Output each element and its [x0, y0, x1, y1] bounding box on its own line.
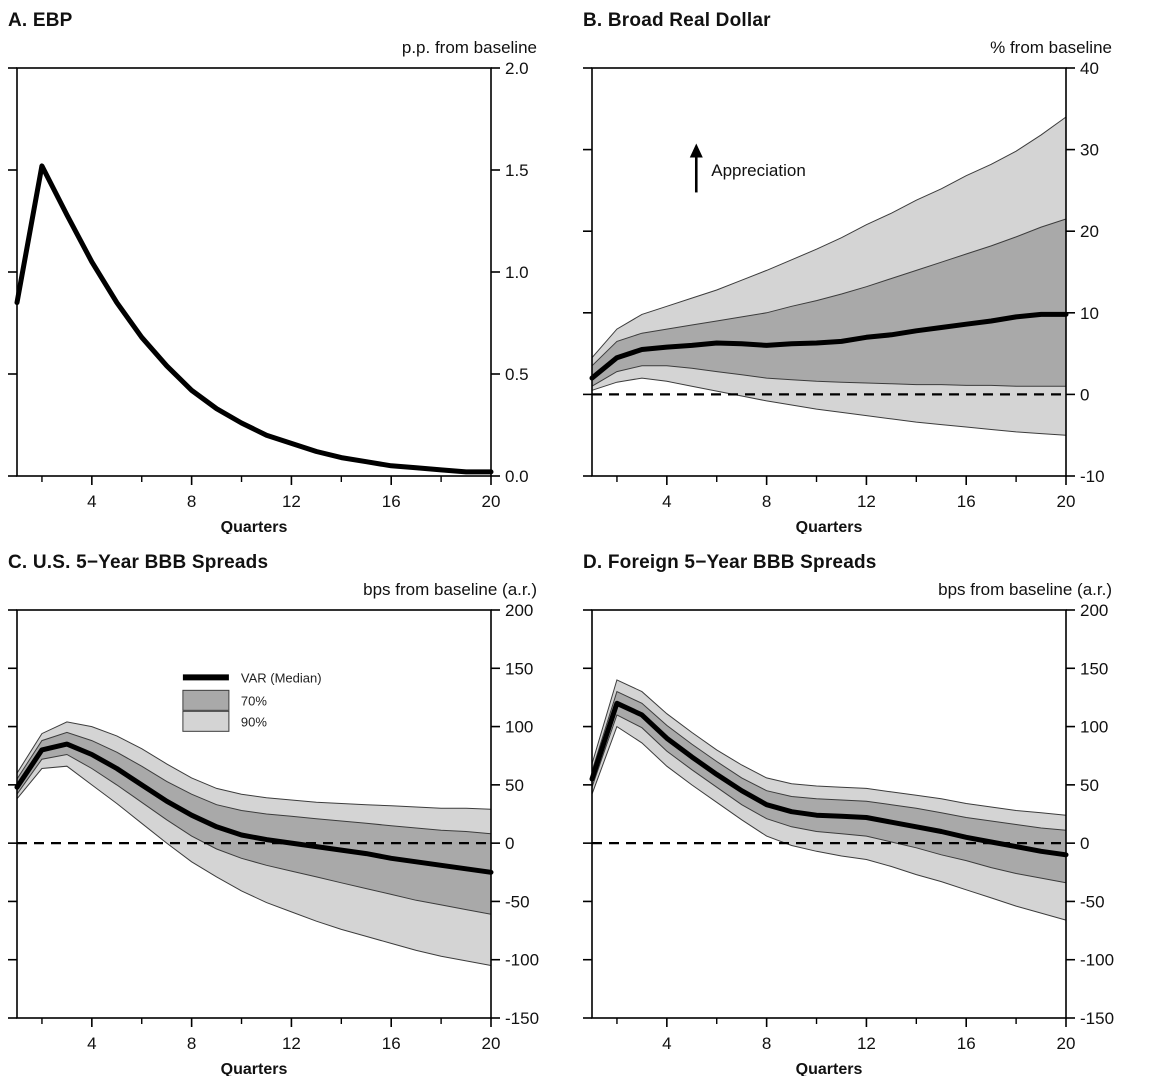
panel-a-title: A. EBP: [8, 10, 73, 31]
plot-frame: [591, 609, 1067, 1019]
band90-upper-edge: [591, 116, 1067, 359]
legend-90-swatch: [182, 710, 230, 732]
y-tick-label: 100: [1080, 718, 1108, 737]
x-axis-title: Quarters: [221, 519, 288, 534]
x-tick-label: 20: [482, 1034, 501, 1053]
legend-median-label: VAR (Median): [241, 670, 322, 685]
chart-c-us-bbb-spreads: 4 8 12 16 20-150 -100 -50 0 50 100 150 200 Quarters V…: [8, 604, 539, 1076]
band70-upper-edge: [591, 690, 1067, 831]
panel-b-title: B. Broad Real Dollar: [583, 10, 771, 31]
legend-70-label: 70%: [241, 693, 267, 708]
x-tick-label: 16: [382, 1034, 401, 1053]
x-tick-label: 16: [957, 492, 976, 511]
band70-lower-edge: [16, 753, 492, 915]
y-tick-label: 50: [505, 776, 524, 795]
y-tick-label: 0: [1080, 385, 1089, 404]
y-tick-label: 50: [1080, 776, 1099, 795]
y-tick-label: -10: [1080, 467, 1105, 486]
plot-frame: [591, 67, 1067, 477]
band70-lower-edge: [591, 714, 1067, 884]
panel-d-title: D. Foreign 5−Year BBB Spreads: [583, 552, 877, 573]
y-tick-label: 10: [1080, 304, 1099, 323]
y-tick-label: 200: [505, 604, 533, 620]
y-tick-label: -150: [1080, 1009, 1114, 1028]
x-tick-label: 8: [762, 1034, 771, 1053]
y-tick-label: 100: [505, 718, 533, 737]
band90-lower-edge: [16, 765, 492, 966]
x-tick-label: 20: [1057, 1034, 1076, 1053]
panel-a-ebp: A. EBP p.p. from baseline 4 8 12 16 20 0.0 0.5…: [0, 0, 575, 542]
x-tick-label: 12: [282, 1034, 301, 1053]
median-line: [589, 700, 1069, 858]
legend-70-swatch: [182, 689, 230, 711]
x-tick-label: 12: [857, 492, 876, 511]
panel-b-unit-label: % from baseline: [990, 38, 1112, 57]
y-tick-label: 20: [1080, 222, 1099, 241]
x-tick-label: 20: [1057, 492, 1076, 511]
y-tick-label: 200: [1080, 604, 1108, 620]
x-tick-label: 8: [187, 492, 196, 511]
x-tick-label: 8: [187, 1034, 196, 1053]
x-axis-title: Quarters: [796, 1061, 863, 1076]
y-tick-label: 1.0: [505, 263, 529, 282]
y-tick-label: 2.0: [505, 62, 529, 78]
x-tick-label: 16: [382, 492, 401, 511]
plot-frame: [16, 67, 492, 477]
x-tick-label: 4: [662, 492, 671, 511]
x-tick-label: 16: [957, 1034, 976, 1053]
band90-upper-edge: [16, 721, 492, 810]
y-tick-label: 0.0: [505, 467, 529, 486]
chart-d-foreign-bbb-spreads: 4 8 12 16 20-150 -100 -50 0 50 100 150 200 Quarters: [583, 604, 1114, 1076]
legend-90-label: 90%: [241, 714, 267, 729]
plot-frame: [16, 609, 492, 1019]
x-tick-label: 8: [762, 492, 771, 511]
band70-upper-edge: [591, 218, 1067, 367]
x-tick-label: 4: [662, 1034, 671, 1053]
median-line: [589, 311, 1069, 381]
appreciation-label: Appreciation: [711, 161, 806, 180]
x-axis-title: Quarters: [796, 519, 863, 534]
panel-d-unit-label: bps from baseline (a.r.): [938, 580, 1112, 599]
y-tick-label: 40: [1080, 62, 1099, 78]
y-tick-label: 1.5: [505, 161, 529, 180]
panel-c-us-bbb-spreads: C. U.S. 5−Year BBB Spreads bps from base…: [0, 542, 575, 1084]
median-line: [14, 163, 494, 475]
panel-b-broad-real-dollar: B. Broad Real Dollar % from baseline 4 8 1…: [575, 0, 1150, 542]
x-tick-label: 12: [857, 1034, 876, 1053]
y-tick-label: 150: [1080, 659, 1108, 678]
appreciation-arrow-head: [689, 143, 703, 158]
band90-lower-edge: [591, 377, 1067, 436]
x-tick-label: 20: [482, 492, 501, 511]
chart-a-ebp: 4 8 12 16 200.0 0.5 1.0 1.5 2.0 Quarters: [8, 62, 529, 534]
y-tick-label: 0: [505, 834, 514, 853]
y-tick-label: -100: [505, 951, 539, 970]
panel-c-title: C. U.S. 5−Year BBB Spreads: [8, 552, 269, 573]
band70-lower-edge: [591, 365, 1066, 387]
band70-upper-edge: [16, 731, 492, 835]
x-tick-label: 4: [87, 1034, 96, 1053]
x-axis-title: Quarters: [221, 1061, 288, 1076]
panel-c-unit-label: bps from baseline (a.r.): [363, 580, 537, 599]
x-tick-label: 12: [282, 492, 301, 511]
y-tick-label: -150: [505, 1009, 539, 1028]
x-tick-label: 4: [87, 492, 96, 511]
panel-a-unit-label: p.p. from baseline: [401, 38, 537, 57]
y-tick-label: 0.5: [505, 365, 529, 384]
band90-lower-edge: [591, 725, 1067, 921]
y-tick-label: 30: [1080, 141, 1099, 160]
y-tick-label: 150: [505, 659, 533, 678]
y-tick-label: 0: [1080, 834, 1089, 853]
median-line: [14, 741, 494, 875]
y-tick-label: -50: [1080, 892, 1105, 911]
band90-upper-edge: [591, 679, 1067, 816]
y-tick-label: -50: [505, 892, 530, 911]
panel-d-foreign-bbb-spreads: D. Foreign 5−Year BBB Spreads bps from b…: [575, 542, 1150, 1084]
y-tick-label: -100: [1080, 951, 1114, 970]
